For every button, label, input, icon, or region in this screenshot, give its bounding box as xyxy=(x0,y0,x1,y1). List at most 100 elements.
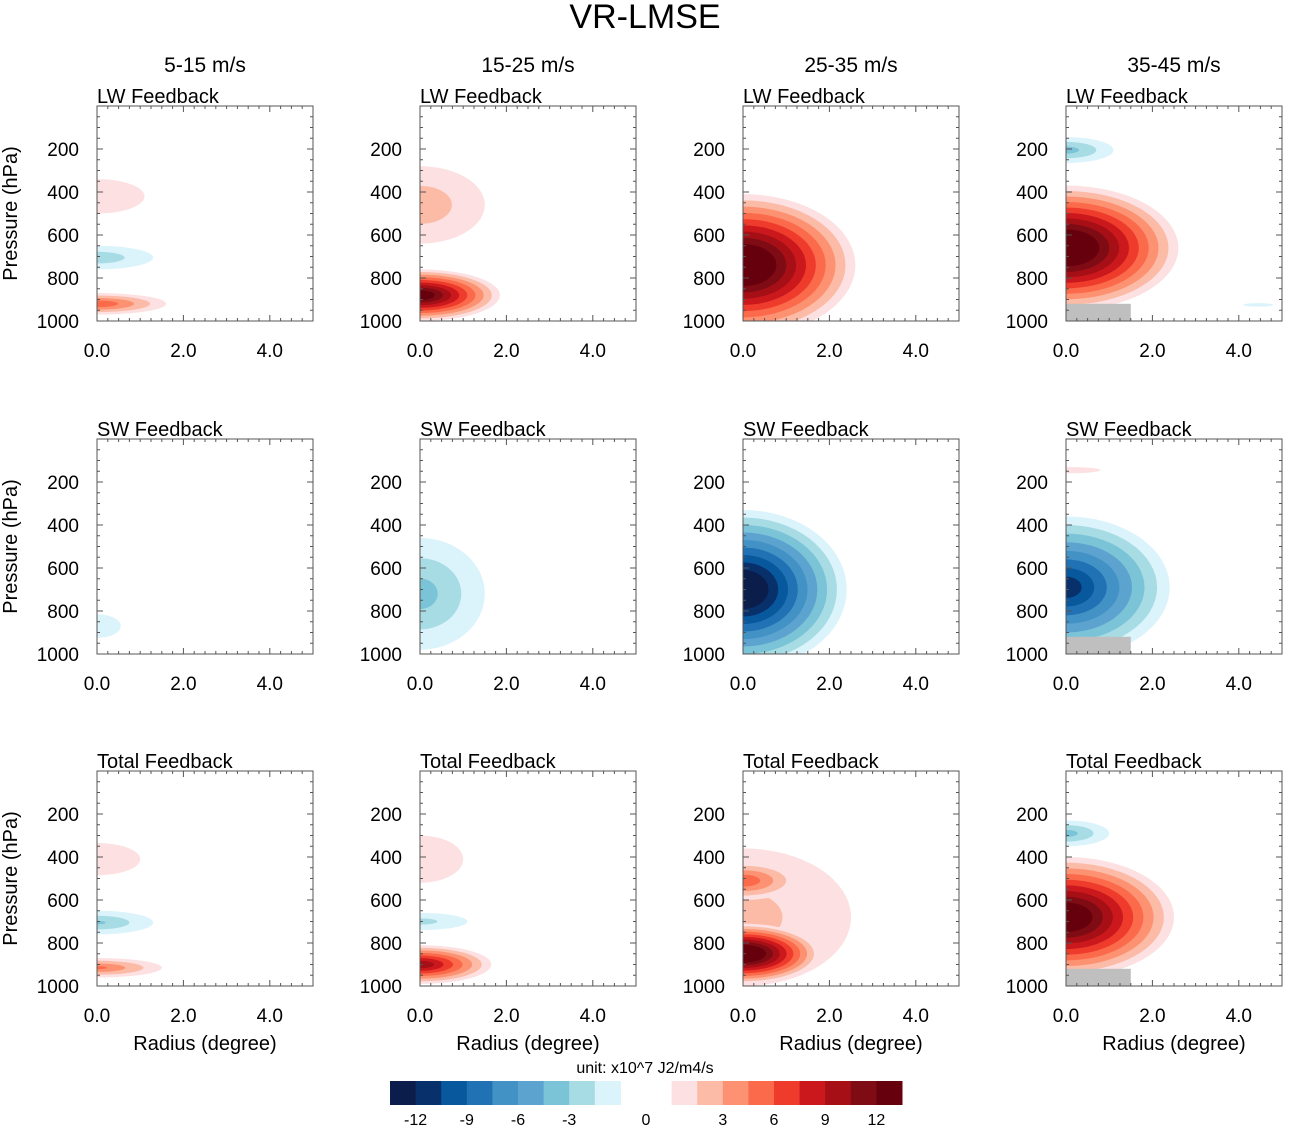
contour-fill xyxy=(743,509,847,654)
contour-fill xyxy=(420,166,500,321)
x-tick-label: 4.0 xyxy=(903,1006,929,1027)
x-tick-label: 0.0 xyxy=(407,341,433,362)
y-tick-label: 600 xyxy=(1016,891,1048,912)
contour-level xyxy=(420,918,438,925)
y-tick-label: 800 xyxy=(693,602,725,623)
contour-level xyxy=(97,245,154,270)
y-tick-label: 200 xyxy=(370,473,402,494)
y-tick-label: 800 xyxy=(1016,602,1048,623)
column-title: 15-25 m/s xyxy=(481,54,574,77)
contour-level xyxy=(97,300,119,308)
contour-level xyxy=(420,558,462,630)
y-tick-label: 200 xyxy=(1016,140,1048,161)
colorbar-swatch xyxy=(415,1081,442,1105)
contour-fill xyxy=(97,843,162,978)
contour-fill xyxy=(97,614,121,638)
contour-level xyxy=(1066,466,1101,474)
panel-title: SW Feedback xyxy=(420,419,547,441)
y-tick-label: 200 xyxy=(370,140,402,161)
panel-title: SW Feedback xyxy=(1066,419,1193,441)
x-tick-label: 2.0 xyxy=(493,674,519,695)
y-tick-label: 400 xyxy=(370,848,402,869)
y-tick-label: 200 xyxy=(1016,805,1048,826)
missing-data-mask xyxy=(1066,303,1131,321)
y-tick-label: 200 xyxy=(693,140,725,161)
panel: 0.0 2.0 4.0 200 400 600 800 1000 SW Feedback xyxy=(683,419,960,695)
y-axis-label: Pressure (hPa) xyxy=(0,479,22,614)
colorbar-unit: unit: x10^7 J2/m4/s xyxy=(576,1060,713,1077)
colorbar-swatch xyxy=(799,1081,826,1105)
panel-title: LW Feedback xyxy=(743,86,866,108)
contour-level xyxy=(97,251,125,264)
y-tick-label: 800 xyxy=(1016,934,1048,955)
contour-level xyxy=(97,966,107,970)
y-tick-label: 1000 xyxy=(1006,645,1048,666)
panel-title: Total Feedback xyxy=(97,751,234,773)
contour-level xyxy=(97,614,121,638)
contour-level xyxy=(1066,141,1097,159)
panel-title: Total Feedback xyxy=(420,751,557,773)
x-tick-label: 2.0 xyxy=(170,341,196,362)
y-tick-label: 800 xyxy=(1016,269,1048,290)
contour-level xyxy=(97,963,126,972)
panel-title: LW Feedback xyxy=(97,86,220,108)
colorbar-swatch xyxy=(722,1081,749,1105)
x-tick-label: 2.0 xyxy=(816,1006,842,1027)
contour-level xyxy=(1066,229,1100,267)
x-tick-label: 4.0 xyxy=(257,674,283,695)
colorbar-tick-label: -12 xyxy=(404,1112,427,1127)
panel: 0.0 2.0 4.0 200 400 600 800 1000 LW Feedback Pres… xyxy=(0,86,314,362)
x-tick-label: 4.0 xyxy=(580,341,606,362)
x-tick-label: 4.0 xyxy=(1226,674,1252,695)
colorbar-swatch xyxy=(441,1081,468,1105)
contour-fill xyxy=(743,848,851,986)
colorbar-swatch xyxy=(594,1081,621,1105)
x-tick-label: 0.0 xyxy=(84,1006,110,1027)
panel: 0.0 2.0 4.0 200 400 600 800 1000 Total Feedback P… xyxy=(0,751,314,1055)
y-tick-label: 800 xyxy=(370,602,402,623)
y-tick-label: 800 xyxy=(370,934,402,955)
x-tick-label: 4.0 xyxy=(1226,1006,1252,1027)
panel: 0.0 2.0 4.0 200 400 600 800 1000 SW Feedback xyxy=(360,419,637,695)
y-tick-label: 400 xyxy=(47,516,79,537)
y-tick-label: 1000 xyxy=(360,645,402,666)
y-tick-label: 200 xyxy=(370,805,402,826)
contour-level xyxy=(1066,825,1094,842)
contour-level xyxy=(743,570,769,609)
y-tick-label: 400 xyxy=(693,516,725,537)
x-axis-label: Radius (degree) xyxy=(779,1033,922,1055)
y-tick-label: 200 xyxy=(47,473,79,494)
colorbar-swatch xyxy=(518,1081,545,1105)
contour-fill xyxy=(1066,137,1274,311)
contour-level xyxy=(97,915,130,930)
y-tick-label: 600 xyxy=(370,226,402,247)
y-tick-label: 400 xyxy=(693,848,725,869)
y-axis-label: Pressure (hPa) xyxy=(0,146,22,281)
contour-level xyxy=(420,578,438,610)
panel-title: LW Feedback xyxy=(1066,86,1189,108)
contour-level xyxy=(743,874,761,887)
panel: 0.0 2.0 4.0 200 400 600 800 1000 LW Feedback xyxy=(360,86,637,362)
colorbar-swatch xyxy=(543,1081,570,1105)
colorbar-swatch xyxy=(697,1081,724,1105)
y-tick-label: 600 xyxy=(47,559,79,580)
y-tick-label: 600 xyxy=(693,891,725,912)
colorbar-tick-label: -9 xyxy=(460,1112,474,1127)
missing-data-mask xyxy=(1066,636,1131,654)
x-tick-label: 2.0 xyxy=(493,1006,519,1027)
colorbar-swatch xyxy=(774,1081,801,1105)
panel: 0.0 2.0 4.0 200 400 600 800 1000 Total Feedback R… xyxy=(1006,751,1283,1055)
figure-title: VR-LMSE xyxy=(569,0,720,36)
colorbar-tick-label: 6 xyxy=(770,1112,779,1127)
y-tick-label: 1000 xyxy=(1006,312,1048,333)
y-tick-label: 600 xyxy=(47,226,79,247)
y-tick-label: 200 xyxy=(693,805,725,826)
y-tick-label: 400 xyxy=(1016,183,1048,204)
contour-level xyxy=(743,944,767,963)
y-tick-label: 1000 xyxy=(37,977,79,998)
plot-frame xyxy=(96,438,314,655)
x-tick-label: 4.0 xyxy=(257,341,283,362)
x-tick-label: 4.0 xyxy=(1226,341,1252,362)
y-tick-label: 800 xyxy=(693,269,725,290)
